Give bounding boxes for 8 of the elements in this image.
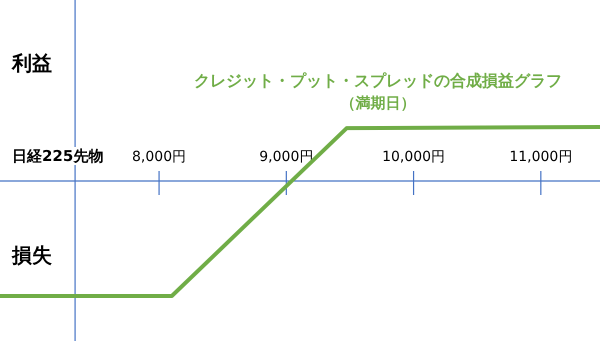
annotation: 損失 <box>11 243 52 267</box>
x-axis-title: 日経225先物 <box>12 147 104 165</box>
chart-title: クレジット・プット・スプレッドの合成損益グラフ <box>194 71 562 90</box>
x-tick-label: 11,000円 <box>509 149 572 165</box>
text: 利益 <box>11 51 52 75</box>
x-tick-label: 10,000円 <box>382 149 446 165</box>
x-tick-label: 8,000円 <box>132 149 186 165</box>
chart-subtitle: （満期日） <box>340 94 416 112</box>
